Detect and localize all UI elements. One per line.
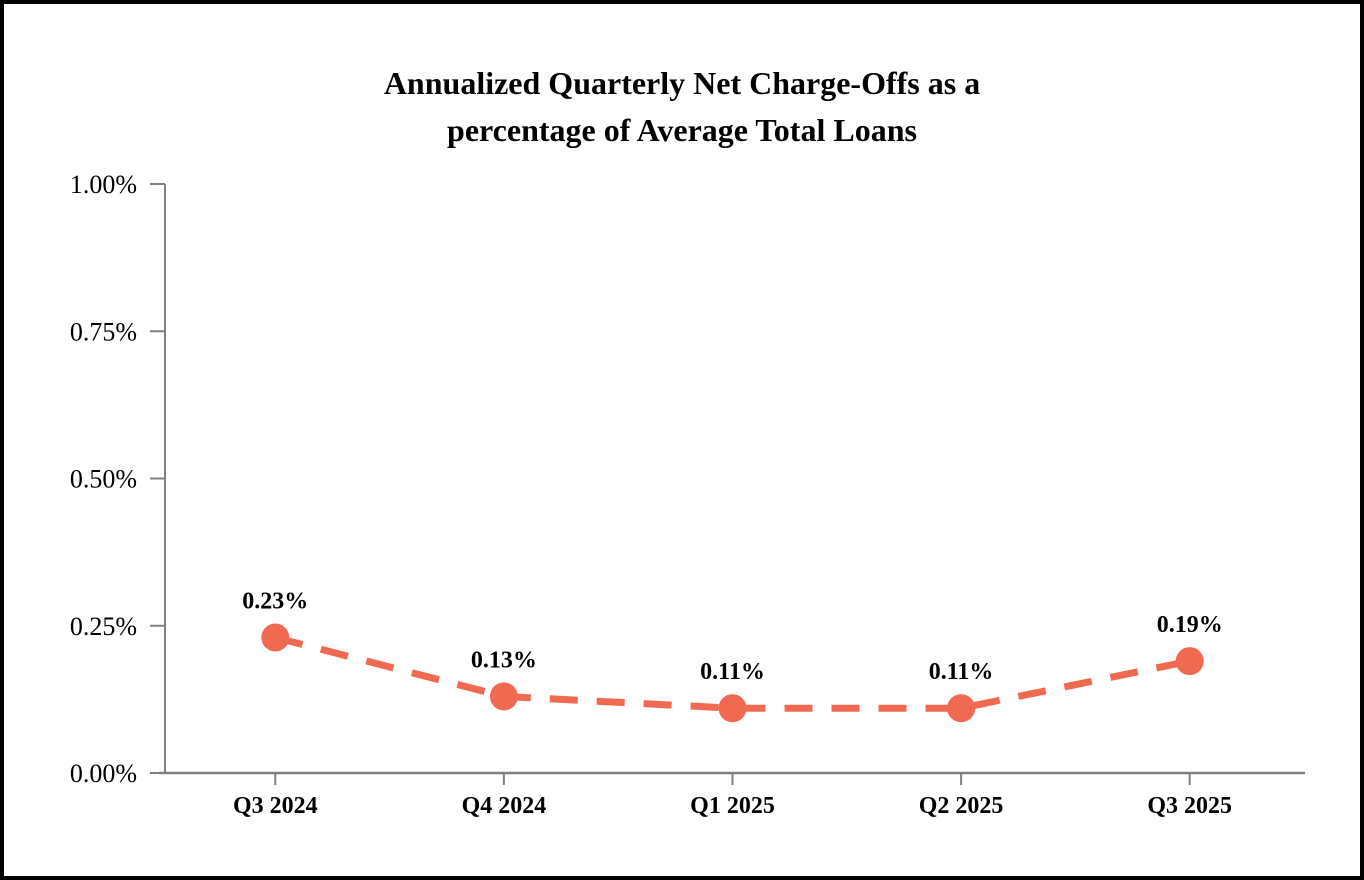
x-tick-label: Q3 2025 [1147,793,1232,819]
chart-title-line-1: Annualized Quarterly Net Charge-Offs as … [383,65,981,101]
y-tick-label: 1.00% [70,170,137,199]
y-tick-label: 0.75% [70,317,137,346]
x-tick-label: Q2 2025 [919,793,1004,819]
line-chart-canvas: 0.00% 0.25% 0.50% 0.75% 1.00% Q3 2024 Q4 2024 Q… [70,170,1305,819]
x-tick-label: Q1 2025 [690,793,775,819]
data-point-label: 0.23% [242,589,308,615]
data-point-label: 0.13% [471,647,537,673]
chart-title-line-2: percentage of Average Total Loans [447,112,917,148]
data-point-marker [947,694,976,723]
chart-title: Annualized Quarterly Net Charge-Offs as … [4,60,1360,154]
x-tick-label: Q3 2024 [233,793,318,819]
x-tick-label: Q4 2024 [462,793,547,819]
data-point-label: 0.19% [1157,612,1223,638]
data-point-label: 0.11% [929,659,994,685]
data-point-marker [1175,647,1204,676]
data-point-label: 0.11% [700,659,765,685]
data-point-marker [489,682,518,711]
trend-line [274,634,1191,712]
data-point-marker [718,694,747,723]
y-tick-label: 0.25% [70,612,137,641]
y-tick-label: 0.00% [70,759,137,788]
y-tick-label: 0.50% [70,465,137,494]
data-point-marker [261,623,290,652]
